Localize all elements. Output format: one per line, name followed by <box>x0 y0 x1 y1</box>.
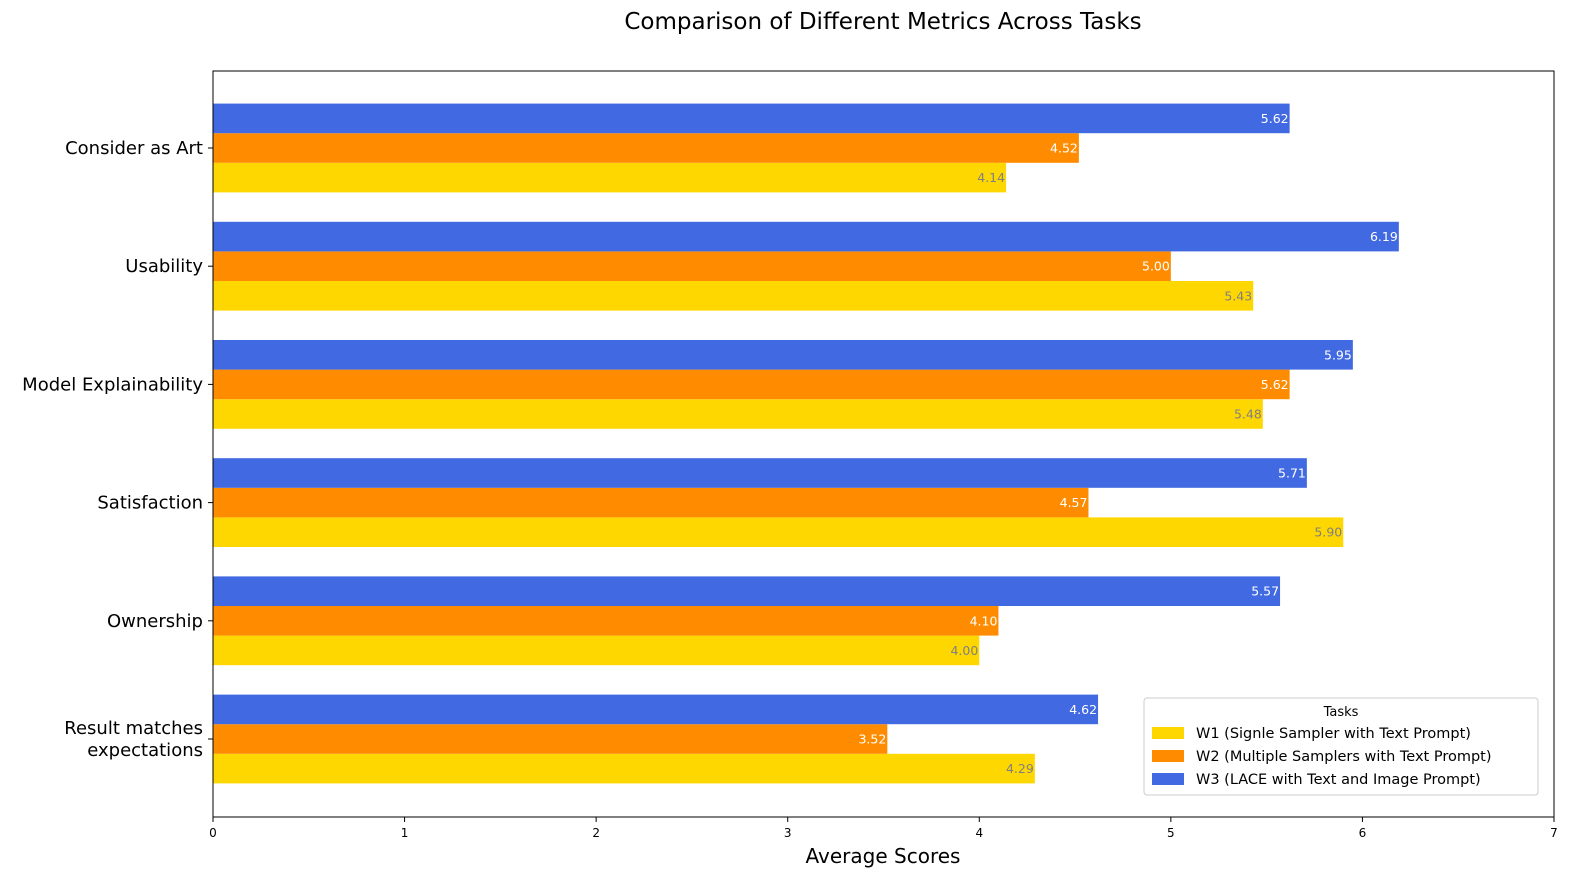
bar-w3 <box>213 103 1290 134</box>
bar-value-label: 5.62 <box>1261 111 1289 126</box>
x-tick-label: 5 <box>1167 826 1175 840</box>
legend: Tasks W1 (Signle Sampler with Text Promp… <box>1143 697 1539 796</box>
bar-value-label: 4.57 <box>1060 495 1088 510</box>
plot-frame <box>212 70 1555 818</box>
legend-swatch-w3 <box>1152 773 1184 785</box>
bar-w1 <box>213 281 1254 311</box>
bar-w1 <box>213 635 980 666</box>
bar-w3 <box>213 221 1399 252</box>
legend-label-w2: W2 (Multiple Samplers with Text Prompt) <box>1196 749 1492 765</box>
legend-swatch-w1 <box>1152 727 1184 739</box>
legend-label-w3: W3 (LACE with Text and Image Prompt) <box>1196 772 1481 788</box>
bar-value-label: 4.52 <box>1050 141 1078 156</box>
legend-title: Tasks <box>1323 705 1359 720</box>
bar-w3 <box>213 694 1099 725</box>
bar-w1 <box>213 162 1007 193</box>
bar-value-label: 6.19 <box>1370 229 1398 244</box>
bar-w2 <box>213 369 1290 400</box>
bar-w2 <box>213 487 1089 518</box>
category-label: Result matches <box>64 718 203 739</box>
bar-labels-group: 4.14 4.52 5.62 5.43 5.00 6.19 5.48 5.62 5.95 5.90… <box>858 111 1397 776</box>
legend-label-w1: W1 (Signle Sampler with Text Prompt) <box>1196 726 1471 742</box>
bar-w2 <box>213 606 999 636</box>
bar-w2 <box>213 251 1171 281</box>
y-axis: Consider as Art Usability Model Explainabi… <box>22 138 213 761</box>
bar-value-label: 5.95 <box>1324 347 1352 362</box>
category-label: expectations <box>87 740 203 761</box>
chart-title: Comparison of Different Metrics Across T… <box>624 9 1141 35</box>
x-axis-label: Average Scores <box>806 844 961 868</box>
bar-value-label: 4.10 <box>970 613 998 628</box>
bar-value-label: 5.90 <box>1314 525 1342 540</box>
bar-w2 <box>213 133 1079 163</box>
bar-value-label: 4.14 <box>977 170 1005 185</box>
x-tick-label: 4 <box>975 826 983 840</box>
category-label: Usability <box>125 256 203 277</box>
x-tick-label: 2 <box>592 826 600 840</box>
bar-value-label: 4.62 <box>1069 702 1097 717</box>
bar-value-label: 5.62 <box>1261 377 1289 392</box>
bar-w1 <box>213 753 1035 784</box>
category-label: Ownership <box>107 611 203 632</box>
bar-w3 <box>213 340 1353 370</box>
bar-value-label: 5.48 <box>1234 407 1262 422</box>
bars-group <box>213 103 1399 784</box>
bar-value-label: 5.43 <box>1224 288 1252 303</box>
bar-value-label: 4.00 <box>950 643 978 658</box>
bar-value-label: 4.29 <box>1006 761 1034 776</box>
category-label: Model Explainability <box>22 374 203 395</box>
legend-swatch-w2 <box>1152 750 1184 762</box>
bar-w3 <box>213 458 1307 488</box>
category-label: Satisfaction <box>97 493 203 514</box>
x-tick-label: 3 <box>784 826 792 840</box>
x-tick-label: 0 <box>209 826 217 840</box>
x-tick-label: 6 <box>1359 826 1367 840</box>
bar-w1 <box>213 517 1344 547</box>
x-tick-label: 1 <box>401 826 409 840</box>
bar-value-label: 5.00 <box>1142 259 1170 274</box>
bar-w2 <box>213 724 888 754</box>
bar-w1 <box>213 399 1263 429</box>
legend-box <box>1143 697 1539 796</box>
x-axis: 0 1 2 3 4 5 6 7 <box>209 817 1558 840</box>
bar-value-label: 5.71 <box>1278 466 1306 481</box>
category-label: Consider as Art <box>65 138 203 159</box>
bar-value-label: 3.52 <box>858 732 886 747</box>
bar-value-label: 5.57 <box>1251 584 1279 599</box>
x-tick-label: 7 <box>1550 826 1558 840</box>
bar-w3 <box>213 576 1281 606</box>
